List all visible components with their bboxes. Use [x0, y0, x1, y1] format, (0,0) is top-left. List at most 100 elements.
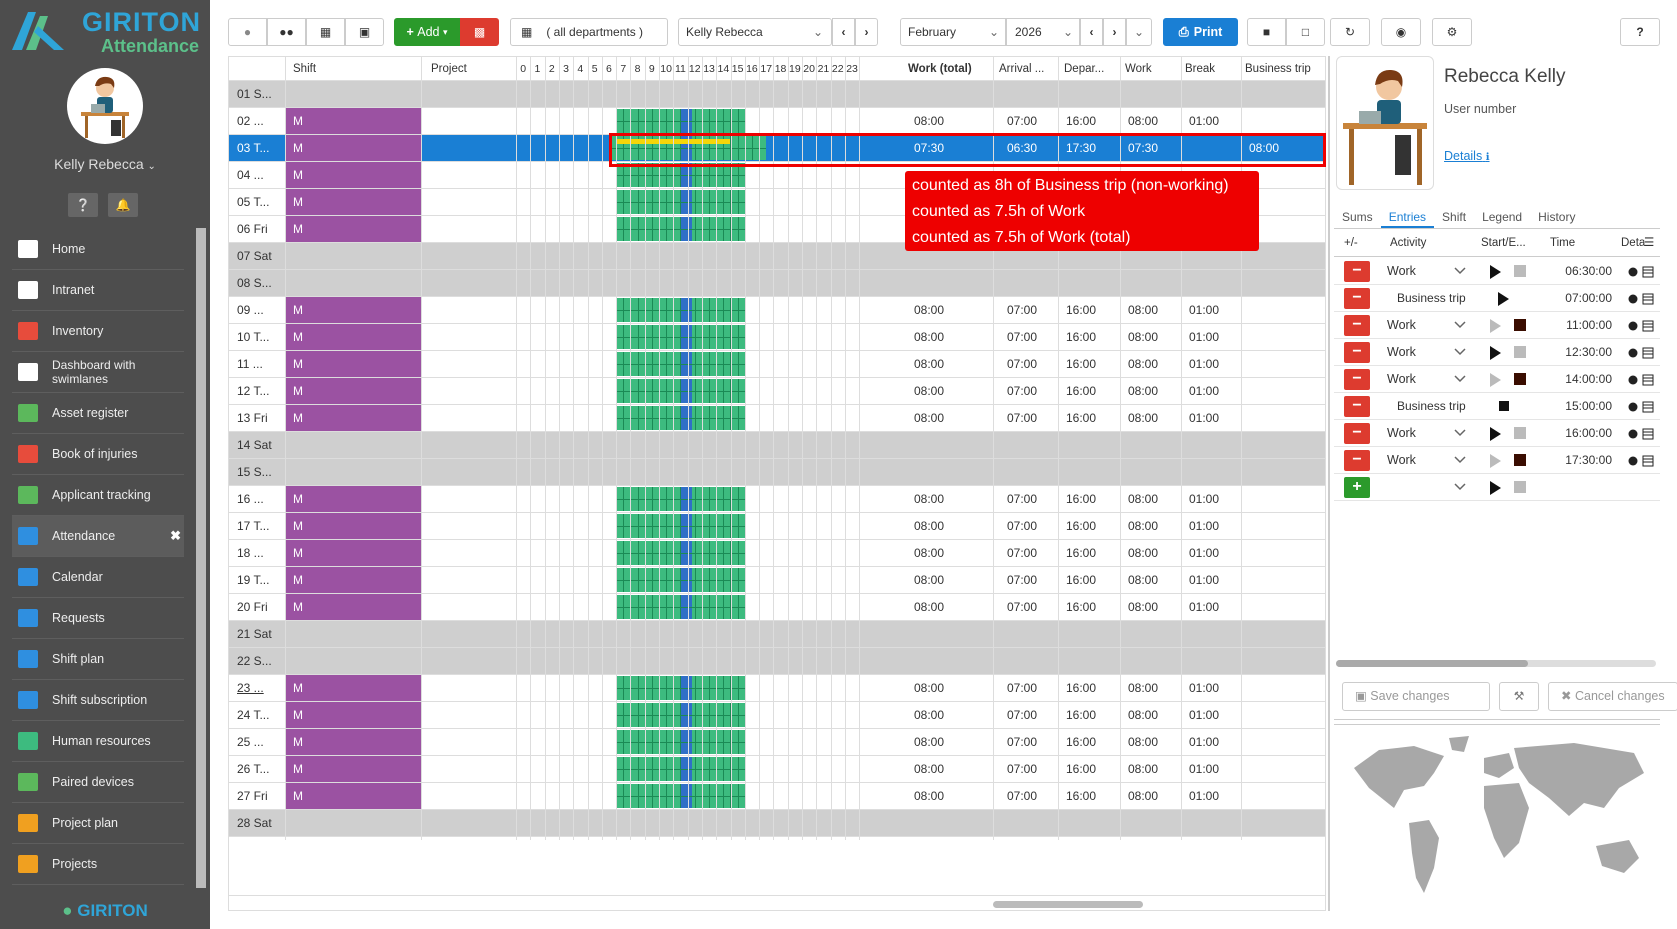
start-icon[interactable]	[1490, 346, 1501, 360]
timeline-bar[interactable]	[616, 352, 745, 376]
start-icon[interactable]	[1490, 265, 1501, 279]
day-row[interactable]: 01 S...	[229, 81, 1325, 108]
timeline-bar[interactable]	[616, 163, 745, 187]
sidebar-scrollbar[interactable]	[196, 228, 206, 888]
shift-cell[interactable]: M	[285, 162, 421, 188]
header-break[interactable]: Break	[1185, 63, 1216, 75]
tab-shift[interactable]: Shift	[1442, 210, 1467, 224]
entry-time[interactable]: 11:00:00	[1566, 318, 1612, 332]
day-row[interactable]: 17 T... M 08:00 07:00 16:00 08:00 01:00	[229, 513, 1325, 540]
sidebar-item-calendar[interactable]: Calendar	[12, 557, 184, 598]
chevron-down-icon[interactable]	[1453, 454, 1467, 466]
day-row[interactable]: 25 ... M 08:00 07:00 16:00 08:00 01:00	[229, 729, 1325, 756]
timeline-bar[interactable]	[616, 190, 745, 214]
calendar-view-button[interactable]: ▦	[306, 18, 345, 46]
activity-select[interactable]: Work	[1387, 420, 1477, 447]
remove-entry-button[interactable]: −	[1344, 450, 1370, 471]
timeline-bar[interactable]	[616, 406, 745, 430]
avatar[interactable]	[67, 68, 143, 144]
sidebar-item-dashboard-with-swimlanes[interactable]: Dashboard with swimlanes	[12, 352, 184, 393]
start-icon[interactable]	[1490, 319, 1501, 333]
day-row[interactable]: 09 ... M 08:00 07:00 16:00 08:00 01:00	[229, 297, 1325, 324]
settings-button[interactable]: ⚙	[1432, 18, 1472, 46]
tab-sums[interactable]: Sums	[1342, 210, 1373, 224]
remove-entry-button[interactable]: −	[1344, 288, 1370, 309]
shift-cell[interactable]: M	[285, 756, 421, 782]
day-row[interactable]: 23 ... M 08:00 07:00 16:00 08:00 01:00	[229, 675, 1325, 702]
remove-entry-button[interactable]: −	[1344, 315, 1370, 336]
logo[interactable]: GIRITON Attendance	[6, 4, 206, 56]
entry-time[interactable]: 06:30:00	[1565, 264, 1612, 278]
day-row[interactable]: 27 Fri M 08:00 07:00 16:00 08:00 01:00	[229, 783, 1325, 810]
globe-table-icons[interactable]	[1628, 347, 1654, 359]
shift-cell[interactable]: M	[285, 729, 421, 755]
close-icon[interactable]: ✖	[170, 528, 181, 543]
header-arrival[interactable]: Arrival ...	[999, 63, 1045, 75]
day-row[interactable]: 14 Sat	[229, 432, 1325, 459]
single-user-view-button[interactable]: ●	[228, 18, 267, 46]
group-view-button[interactable]: ●●	[267, 18, 306, 46]
shift-cell[interactable]: M	[285, 405, 421, 431]
tool-button[interactable]: ⚒	[1499, 682, 1539, 711]
shift-cell[interactable]: M	[285, 135, 421, 161]
activity-select[interactable]: Work	[1387, 339, 1477, 366]
entry-time[interactable]: 16:00:00	[1565, 426, 1612, 440]
month-menu-button[interactable]: ⌄	[1126, 18, 1152, 46]
shift-cell[interactable]: M	[285, 513, 421, 539]
stop-icon[interactable]	[1499, 401, 1509, 411]
map-resize-handle[interactable]	[1334, 719, 1660, 725]
activity-select[interactable]: Work	[1387, 366, 1477, 393]
header-project[interactable]: Project	[431, 63, 467, 75]
chevron-down-icon[interactable]	[1453, 319, 1467, 331]
remove-entry-button[interactable]: −	[1344, 369, 1370, 390]
sidebar-item-shift-plan[interactable]: Shift plan	[12, 639, 184, 680]
month-select[interactable]: February ⌄	[900, 18, 1006, 46]
timeline-bar[interactable]	[616, 541, 745, 565]
shift-cell[interactable]: M	[285, 189, 421, 215]
day-row[interactable]: 08 S...	[229, 270, 1325, 297]
remove-entry-button[interactable]: −	[1344, 261, 1370, 282]
shift-cell[interactable]: M	[285, 324, 421, 350]
stop-icon[interactable]	[1514, 481, 1526, 493]
chevron-down-icon[interactable]	[1453, 346, 1467, 358]
shift-cell[interactable]: M	[285, 783, 421, 809]
entries-scrollbar-thumb[interactable]	[1336, 660, 1528, 667]
add-button[interactable]: + Add ▾	[394, 18, 460, 46]
header-work[interactable]: Work	[1125, 63, 1152, 75]
sidebar-item-shift-subscription[interactable]: Shift subscription	[12, 680, 184, 721]
activity-select[interactable]: Work	[1387, 258, 1477, 285]
day-row[interactable]: 15 S...	[229, 459, 1325, 486]
lock-button[interactable]: ■	[1247, 18, 1286, 46]
globe-table-icons[interactable]	[1628, 374, 1654, 386]
start-icon[interactable]	[1490, 481, 1501, 495]
stop-icon[interactable]	[1514, 319, 1526, 331]
shift-cell[interactable]: M	[285, 216, 421, 242]
column-menu-icon[interactable]: ☰	[1644, 237, 1655, 249]
day-row[interactable]: 26 T... M 08:00 07:00 16:00 08:00 01:00	[229, 756, 1325, 783]
timeline-bar[interactable]	[616, 784, 745, 808]
shift-cell[interactable]: M	[285, 540, 421, 566]
sidebar-item-intranet[interactable]: Intranet	[12, 270, 184, 311]
entry-time[interactable]: 15:00:00	[1565, 399, 1612, 413]
shift-cell[interactable]: M	[285, 378, 421, 404]
shift-cell[interactable]: M	[285, 675, 421, 701]
day-row[interactable]: 11 ... M 08:00 07:00 16:00 08:00 01:00	[229, 351, 1325, 378]
stop-icon[interactable]	[1514, 373, 1526, 385]
shift-cell[interactable]: M	[285, 351, 421, 377]
globe-table-icons[interactable]	[1628, 266, 1654, 278]
shift-cell[interactable]: M	[285, 702, 421, 728]
tab-entries[interactable]: Entries	[1380, 202, 1435, 228]
timeline-bar[interactable]	[616, 595, 745, 619]
timeline-bar[interactable]	[616, 568, 745, 592]
chevron-down-icon[interactable]	[1453, 265, 1467, 277]
timeline-bar[interactable]	[616, 379, 745, 403]
user-menu[interactable]: Kelly Rebecca ⌄	[0, 156, 210, 172]
sidebar-item-book-of-injuries[interactable]: Book of injuries	[12, 434, 184, 475]
globe-table-icons[interactable]	[1628, 293, 1654, 305]
timeline-bar[interactable]	[616, 109, 745, 133]
car-view-button[interactable]: ▣	[345, 18, 384, 46]
entry-time[interactable]: 14:00:00	[1565, 372, 1612, 386]
entry-time[interactable]: 17:30:00	[1565, 453, 1612, 467]
header-departure[interactable]: Depar...	[1064, 63, 1105, 75]
stop-icon[interactable]	[1514, 346, 1526, 358]
